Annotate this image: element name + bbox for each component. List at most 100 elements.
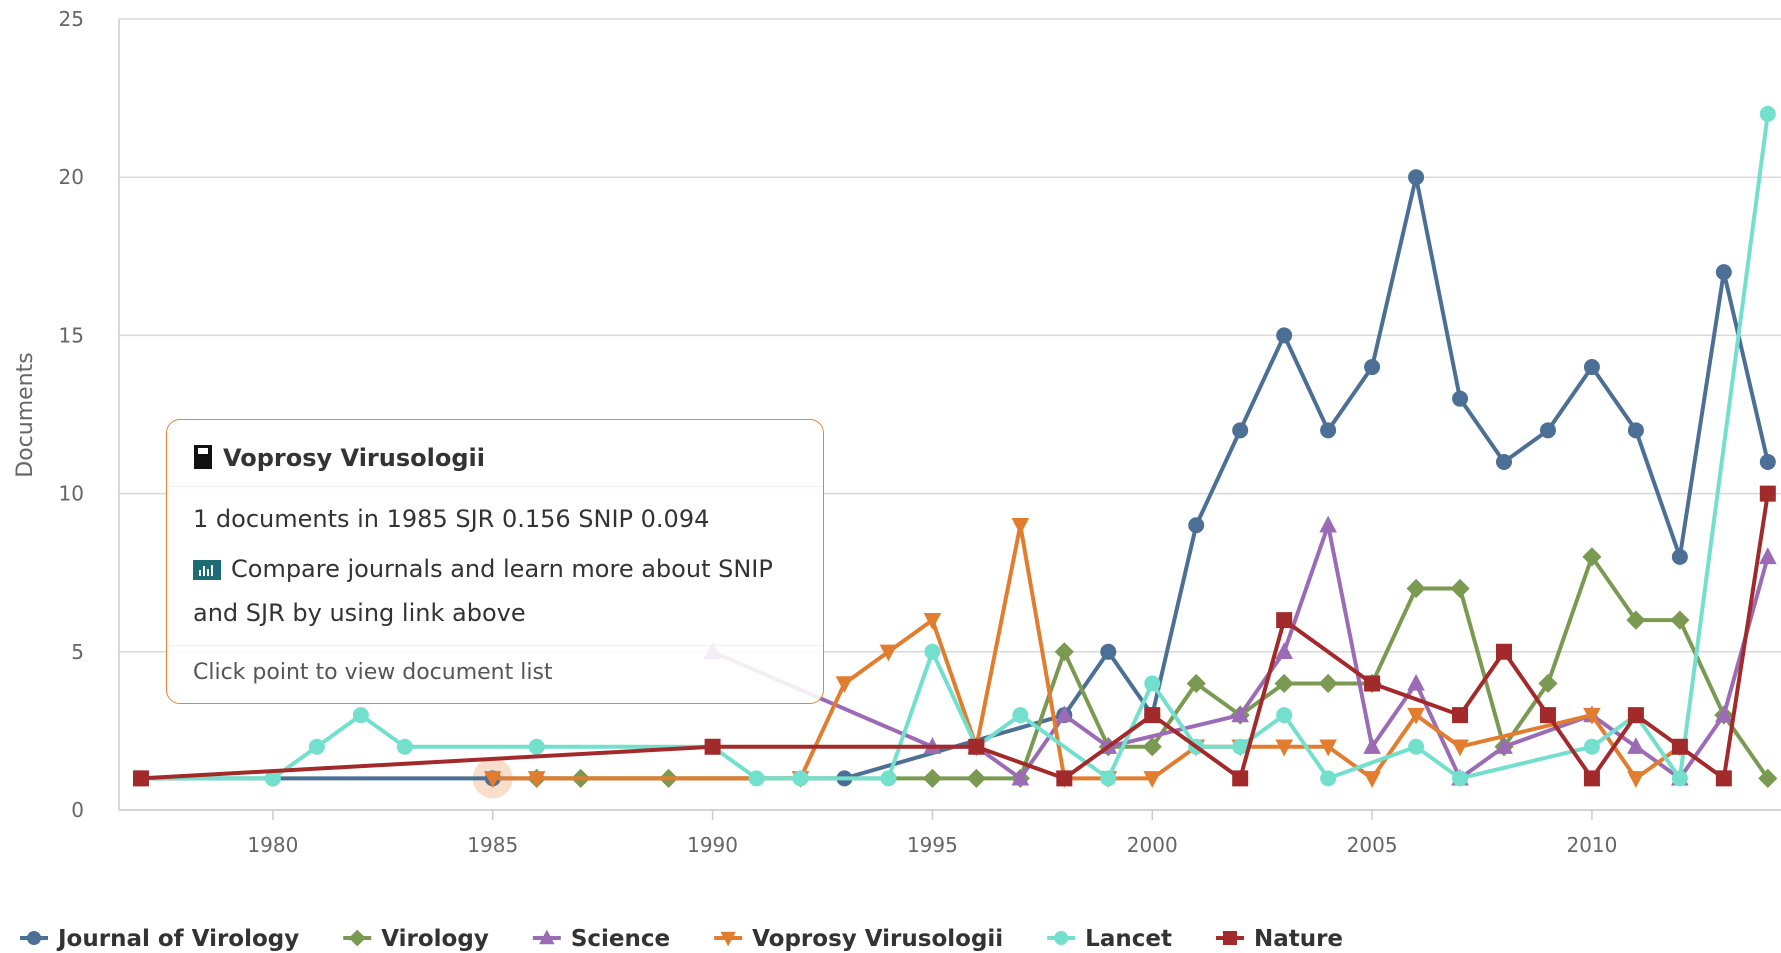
point — [1715, 264, 1732, 281]
point — [1715, 705, 1733, 723]
point — [1143, 771, 1162, 788]
point — [748, 770, 765, 787]
point — [1583, 707, 1601, 725]
point — [1452, 707, 1469, 724]
legend-label: Science — [571, 926, 670, 952]
point — [1364, 675, 1381, 692]
point — [1671, 548, 1688, 565]
point — [348, 929, 366, 947]
point — [1759, 105, 1776, 122]
point — [1100, 770, 1117, 787]
x-tick-label: 2010 — [1566, 833, 1617, 857]
point — [1364, 359, 1381, 376]
y-tick-label: 5 — [71, 640, 84, 664]
y-axis-label: Documents — [13, 352, 38, 477]
point — [539, 929, 555, 945]
point — [968, 738, 985, 755]
tooltip-line: Compare journals and learn more about SN… — [193, 547, 797, 635]
point — [1276, 327, 1293, 344]
point — [1275, 739, 1293, 757]
point — [1012, 707, 1029, 724]
point — [922, 768, 943, 788]
point — [1055, 705, 1074, 723]
point — [1715, 770, 1732, 787]
separator — [167, 645, 823, 646]
point — [1232, 422, 1249, 439]
point — [1144, 707, 1161, 724]
legend-label: Voprosy Virusologii — [752, 926, 1003, 952]
point — [1363, 771, 1381, 788]
y-tick-label: 10 — [59, 482, 84, 506]
point — [1451, 739, 1469, 757]
point — [1495, 737, 1513, 754]
point — [1671, 738, 1688, 755]
point — [1276, 612, 1293, 629]
point — [1452, 390, 1469, 407]
point — [792, 770, 809, 787]
legend-item: Nature — [1215, 926, 1343, 952]
point — [1232, 770, 1249, 787]
x-tick-label: 1985 — [467, 833, 518, 857]
point — [1142, 737, 1162, 757]
point — [923, 612, 942, 630]
point — [1539, 422, 1556, 439]
point — [1626, 610, 1646, 630]
point — [527, 771, 546, 788]
point — [1186, 673, 1206, 694]
point — [835, 676, 854, 694]
tooltip-footer: Click point to view document list — [193, 660, 553, 685]
legend-item: Science — [532, 926, 670, 952]
point — [1627, 707, 1644, 724]
point — [1408, 169, 1425, 186]
point — [1627, 771, 1645, 788]
point — [1144, 675, 1161, 692]
point — [1406, 578, 1426, 599]
point — [1056, 770, 1073, 787]
point — [1496, 453, 1512, 470]
point — [1275, 642, 1293, 659]
point — [1319, 515, 1337, 533]
point — [1011, 518, 1030, 535]
point — [1627, 422, 1644, 439]
x-tick-label: 1980 — [247, 833, 298, 857]
point — [1011, 768, 1030, 786]
journal-icon — [194, 445, 212, 469]
point — [966, 768, 986, 788]
point — [1231, 705, 1249, 723]
point — [1318, 673, 1338, 694]
point — [1758, 768, 1778, 788]
tooltip-line: 1 documents in 1985 SJR 0.156 SNIP 0.094 — [193, 505, 710, 533]
point — [1671, 770, 1688, 787]
legend-label: Virology — [381, 926, 489, 952]
tooltip-title: Voprosy Virusologii — [193, 444, 797, 472]
point — [924, 643, 941, 660]
point — [1188, 517, 1205, 534]
y-tick-label: 20 — [59, 165, 84, 189]
point — [1452, 770, 1469, 787]
point — [1222, 931, 1237, 945]
tooltip-title-text: Voprosy Virusologii — [223, 444, 485, 472]
point — [483, 771, 502, 788]
point — [1759, 485, 1776, 502]
point — [1276, 707, 1293, 724]
point — [1670, 610, 1690, 630]
point — [1407, 707, 1425, 725]
point — [1450, 578, 1470, 599]
legend-label: Journal of Virology — [56, 926, 299, 952]
point — [1583, 359, 1600, 376]
point — [1319, 739, 1337, 757]
point — [1054, 931, 1069, 945]
point — [880, 770, 897, 787]
point — [879, 644, 898, 662]
y-tick-label: 15 — [59, 323, 84, 347]
y-tick-label: 0 — [71, 798, 84, 822]
point — [1582, 547, 1602, 567]
point — [1583, 738, 1600, 755]
legend-item: Virology — [343, 926, 489, 952]
point — [1759, 453, 1776, 470]
x-tick-label: 1995 — [907, 833, 958, 857]
point — [1408, 738, 1425, 755]
point — [1583, 770, 1600, 787]
